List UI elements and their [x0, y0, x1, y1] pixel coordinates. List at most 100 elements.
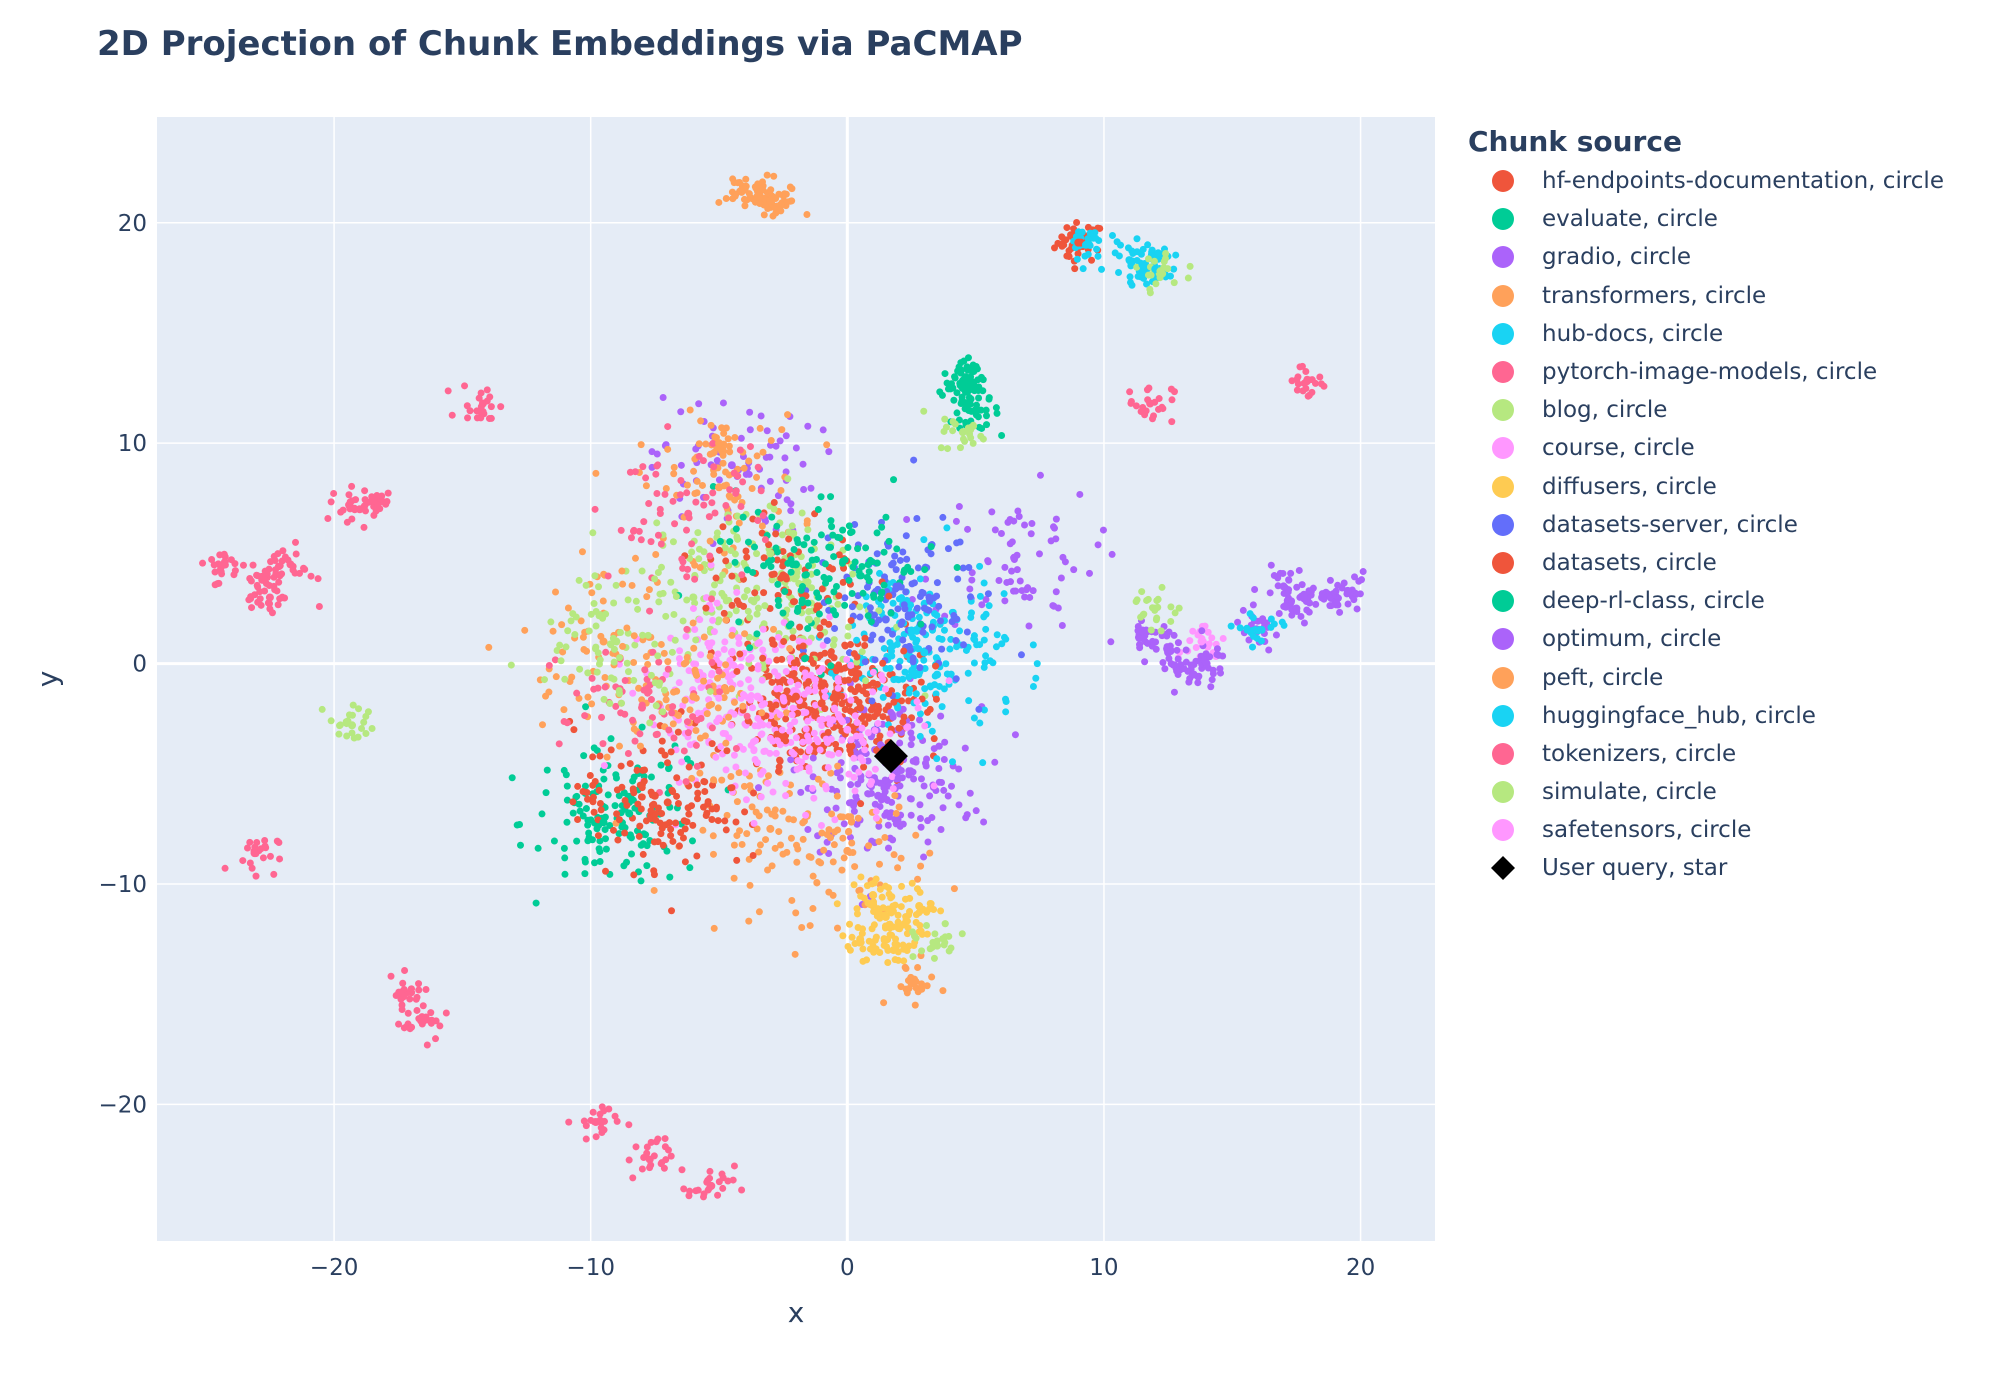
data-point[interactable] [804, 615, 813, 624]
data-point[interactable] [920, 648, 929, 657]
data-point[interactable] [856, 935, 865, 944]
data-point[interactable] [1202, 659, 1211, 668]
data-point[interactable] [907, 626, 916, 635]
data-point[interactable] [599, 818, 608, 827]
data-point[interactable] [650, 791, 659, 800]
data-point[interactable] [881, 615, 890, 624]
legend-item[interactable]: datasets-server, circle [1468, 506, 1978, 544]
data-point[interactable] [804, 736, 813, 745]
legend-item[interactable]: pytorch-image-models, circle [1468, 353, 1978, 391]
data-point[interactable] [478, 399, 487, 408]
data-point[interactable] [792, 560, 800, 569]
data-point[interactable] [663, 798, 672, 807]
data-point[interactable] [868, 890, 877, 899]
legend-item[interactable]: huggingface_hub, circle [1468, 697, 1978, 735]
data-point[interactable] [715, 714, 724, 723]
data-point[interactable] [1302, 377, 1311, 386]
data-point[interactable] [625, 809, 634, 818]
data-point[interactable] [217, 562, 226, 571]
data-point[interactable] [684, 509, 693, 518]
data-point[interactable] [776, 201, 785, 210]
data-point[interactable] [856, 703, 865, 712]
data-point[interactable] [915, 902, 924, 911]
data-point[interactable] [1138, 260, 1147, 269]
legend-item[interactable]: tokenizers, circle [1468, 735, 1978, 773]
data-point[interactable] [1343, 586, 1352, 595]
data-point[interactable] [1156, 267, 1165, 276]
data-point[interactable] [740, 185, 749, 194]
data-point[interactable] [1197, 637, 1206, 646]
data-point[interactable] [419, 1016, 428, 1025]
data-point[interactable] [1164, 648, 1173, 657]
data-point[interactable] [894, 774, 903, 783]
data-point[interactable] [971, 406, 980, 415]
data-points[interactable] [217, 185, 1352, 1190]
data-point[interactable] [1189, 670, 1198, 679]
data-point[interactable] [1146, 399, 1155, 408]
legend-item[interactable]: diffusers, circle [1468, 468, 1978, 506]
data-point[interactable] [766, 824, 775, 833]
legend-item[interactable]: hf-endpoints-documentation, circle [1468, 162, 1978, 200]
data-point[interactable] [894, 582, 903, 591]
data-point[interactable] [715, 483, 724, 492]
legend-item[interactable]: gradio, circle [1468, 238, 1978, 276]
data-point[interactable] [830, 692, 839, 701]
data-point[interactable] [1010, 553, 1019, 562]
legend-item[interactable]: deep-rl-class, circle [1468, 582, 1978, 620]
legend-item[interactable]: blog, circle [1468, 391, 1978, 429]
data-point[interactable] [958, 428, 967, 437]
data-point[interactable] [843, 846, 852, 855]
data-point[interactable] [958, 384, 967, 393]
data-point[interactable] [907, 979, 916, 988]
legend-item[interactable]: User query, star [1468, 849, 1978, 887]
data-point[interactable] [1151, 604, 1160, 613]
data-point[interactable] [591, 1117, 600, 1126]
data-point[interactable] [1125, 256, 1134, 265]
data-point[interactable] [779, 571, 788, 580]
data-point[interactable] [961, 373, 970, 382]
legend-item[interactable]: optimum, circle [1468, 620, 1978, 658]
data-point[interactable] [368, 496, 377, 505]
data-point[interactable] [1081, 240, 1090, 249]
data-point[interactable] [715, 439, 724, 448]
data-point[interactable] [638, 703, 647, 712]
data-point[interactable] [933, 670, 942, 679]
data-point[interactable] [753, 692, 762, 701]
data-point[interactable] [265, 593, 274, 602]
data-point[interactable] [1318, 593, 1327, 602]
legend-item[interactable]: hub-docs, circle [1468, 315, 1978, 353]
legend-item[interactable]: course, circle [1468, 429, 1978, 467]
data-point[interactable] [727, 648, 736, 657]
data-point[interactable] [881, 913, 890, 922]
data-point[interactable] [856, 571, 865, 580]
data-point[interactable] [286, 560, 295, 569]
legend-item[interactable]: safetensors, circle [1468, 811, 1978, 849]
data-point[interactable] [689, 593, 698, 602]
data-point[interactable] [689, 692, 698, 701]
legend-item[interactable]: evaluate, circle [1468, 200, 1978, 238]
data-point[interactable] [1292, 604, 1301, 613]
data-point[interactable] [792, 692, 800, 701]
user-query-point[interactable] [873, 739, 908, 774]
data-point[interactable] [889, 946, 898, 955]
data-point[interactable] [874, 791, 883, 800]
data-point[interactable] [817, 699, 826, 708]
data-point[interactable] [348, 721, 357, 730]
data-point[interactable] [707, 1181, 716, 1190]
data-point[interactable] [1253, 626, 1262, 635]
data-point[interactable] [766, 196, 775, 205]
data-point[interactable] [966, 395, 975, 404]
data-point[interactable] [355, 505, 364, 514]
data-point[interactable] [843, 725, 852, 734]
data-point[interactable] [250, 849, 259, 858]
data-point[interactable] [612, 637, 621, 646]
data-point[interactable] [933, 941, 942, 950]
data-point[interactable] [727, 461, 736, 470]
data-point[interactable] [766, 549, 775, 558]
data-point[interactable] [599, 637, 608, 646]
data-point[interactable] [753, 192, 762, 201]
legend-item[interactable]: peft, circle [1468, 658, 1978, 696]
data-point[interactable] [817, 681, 826, 690]
legend-item[interactable]: transformers, circle [1468, 277, 1978, 315]
